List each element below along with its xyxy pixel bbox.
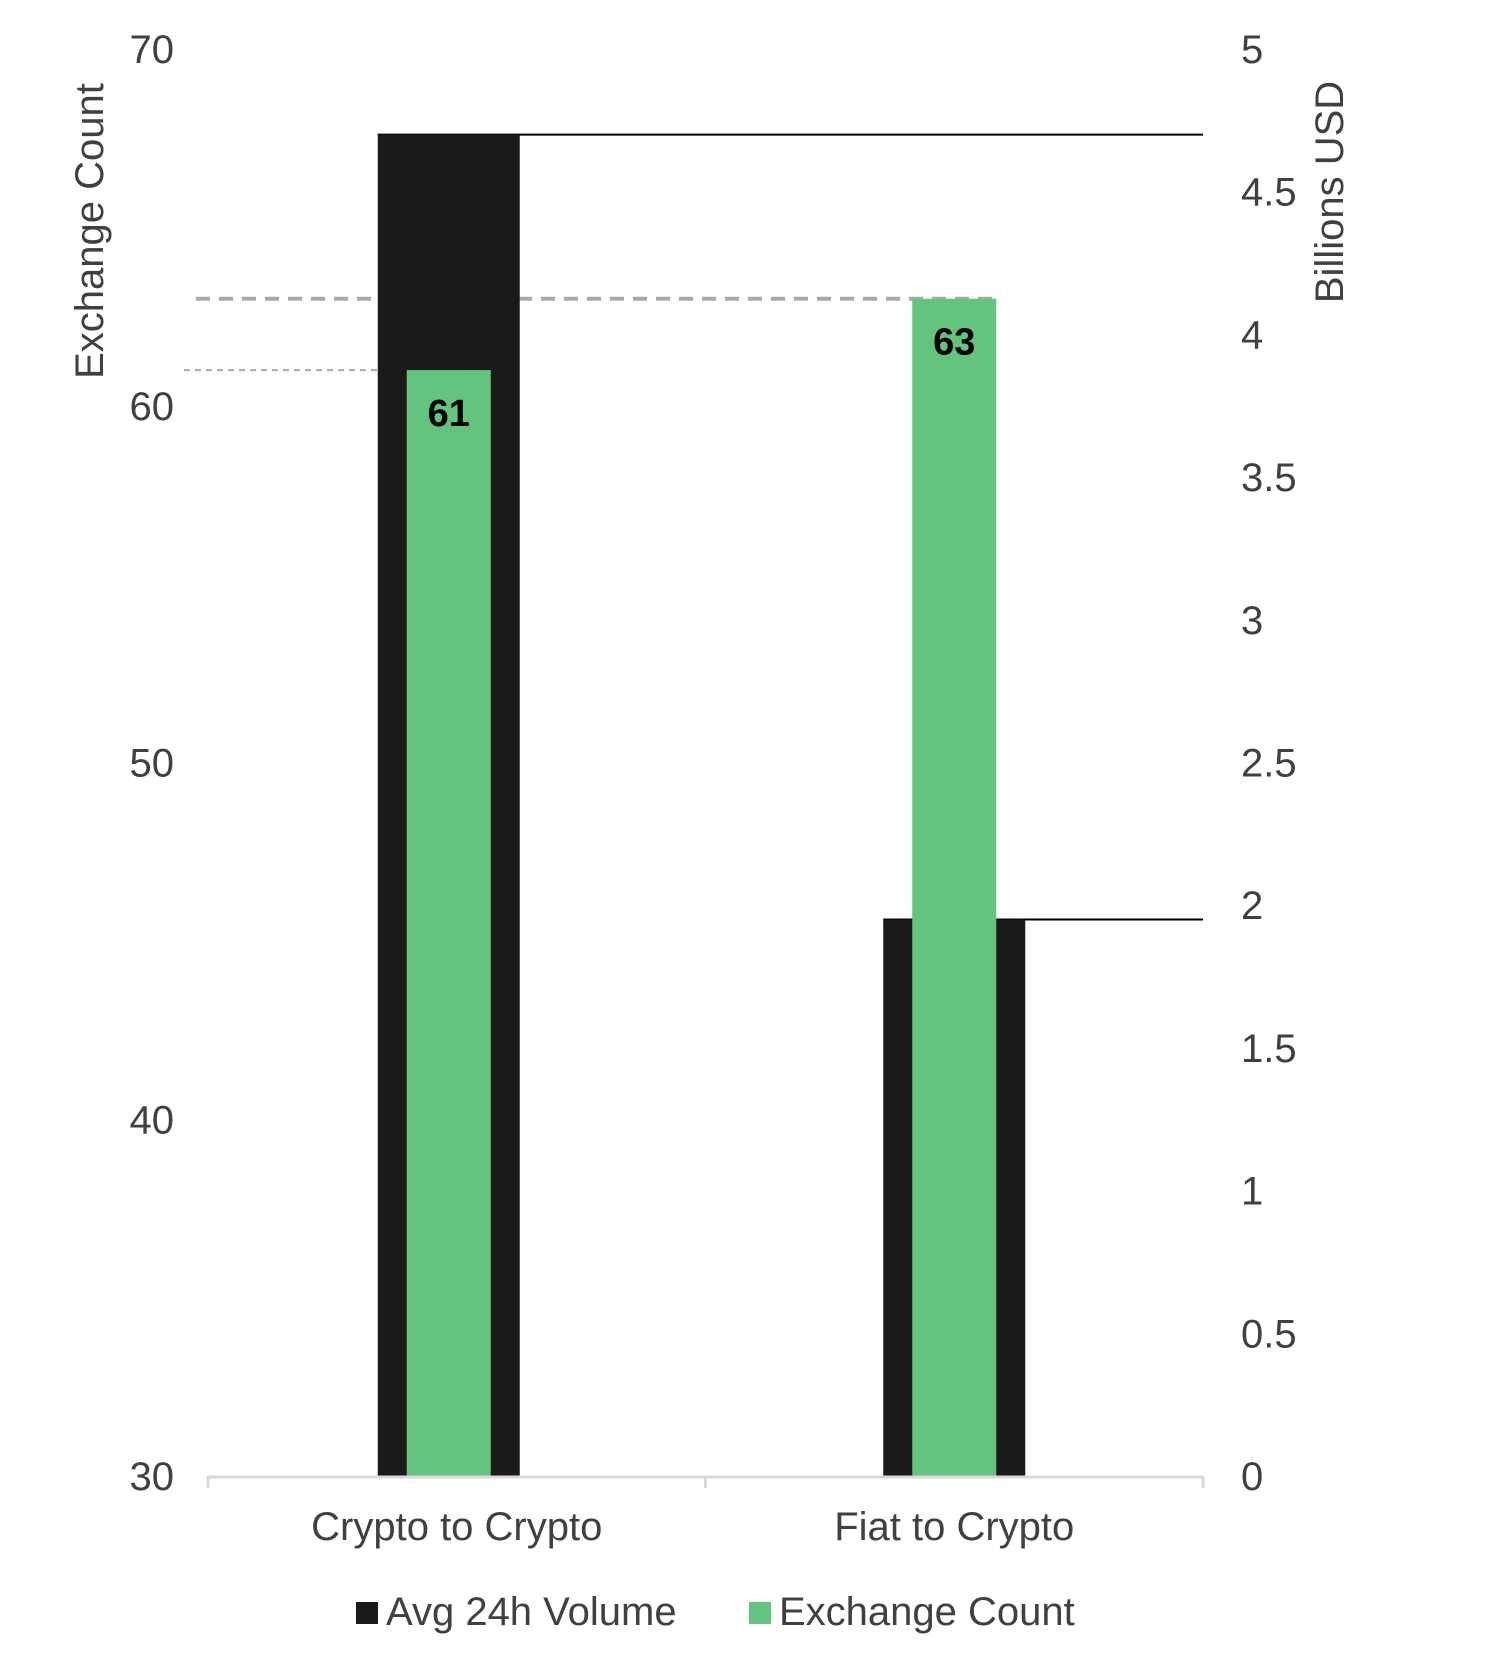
right-tick-label-2: 1 [1241,1170,1263,1214]
left-tick-label-1: 40 [130,1098,175,1142]
right-tick-label-10: 5 [1241,28,1263,72]
right-tick-label-3: 1.5 [1241,1027,1297,1071]
right-axis-title: Billions USD [1308,81,1352,303]
left-tick-label-2: 50 [130,742,175,786]
right-tick-label-1: 0.5 [1241,1312,1297,1356]
right-tick-label-9: 4.5 [1241,171,1297,215]
axes [206,1475,1205,1488]
legend-swatch-exchange-count [749,1602,771,1624]
category-label-0: Crypto to Crypto [311,1505,602,1549]
left-tick-label-3: 60 [130,385,175,429]
right-tick-label-7: 3.5 [1241,456,1297,500]
data-label-exchange-count-1: 63 [933,322,975,364]
right-tick-label-0: 0 [1241,1455,1263,1499]
legend-label-avg-24h-volume: Avg 24h Volume [386,1590,677,1634]
bar-exchange-count-1 [912,298,997,1477]
legend-swatch-avg-24h-volume [356,1602,378,1624]
right-tick-label-4: 2 [1241,884,1263,928]
reference-lines [184,133,1203,921]
bar-exchange-count-0 [406,370,491,1477]
data-label-exchange-count-0: 61 [428,393,470,435]
category-label-1: Fiat to Crypto [834,1505,1074,1549]
right-tick-label-5: 2.5 [1241,742,1297,786]
left-axis-title: Exchange Count [68,83,112,379]
left-tick-label-4: 70 [130,28,175,72]
right-tick-label-6: 3 [1241,599,1263,643]
left-tick-label-0: 30 [130,1455,175,1499]
legend: Avg 24h Volume Exchange Count [356,1590,1075,1634]
right-tick-label-8: 4 [1241,313,1263,357]
bars [377,134,1026,1477]
legend-label-exchange-count: Exchange Count [779,1590,1075,1634]
